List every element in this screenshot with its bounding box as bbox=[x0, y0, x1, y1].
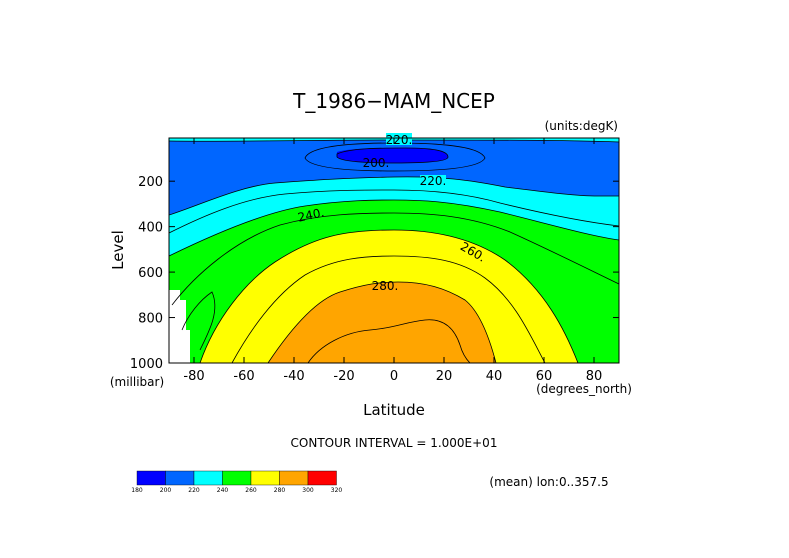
contour-230 bbox=[169, 189, 619, 234]
y-tick-label: 1000 bbox=[130, 357, 163, 372]
contour-labels: 220. 200. 220. 240. 260. 280. bbox=[296, 133, 488, 293]
contour-label: 220. bbox=[386, 133, 413, 147]
y-axis: 200 400 600 800 1000 bbox=[130, 175, 619, 372]
colorbar-swatch bbox=[250, 470, 280, 486]
contour-240-west-lobe bbox=[181, 291, 216, 351]
x-tick-label: 40 bbox=[486, 369, 503, 384]
contour-270 bbox=[231, 255, 546, 363]
x-tick-label: -40 bbox=[283, 369, 304, 384]
contour-220-mid bbox=[169, 176, 619, 216]
x-tick-label: 60 bbox=[536, 369, 553, 384]
x-tick-label: 20 bbox=[436, 369, 453, 384]
y-tick-label: 600 bbox=[138, 266, 163, 281]
colorbar-swatch bbox=[307, 470, 337, 486]
contour-label: 280. bbox=[372, 279, 399, 293]
contour-240 bbox=[169, 199, 619, 257]
contour-interval-text: CONTOUR INTERVAL = 1.000E+01 bbox=[291, 436, 498, 450]
colorbar: 180 200 220 240 260 280 300 320 bbox=[131, 470, 343, 494]
units-label: (units:degK) bbox=[545, 119, 618, 133]
x-tick-label: 80 bbox=[586, 369, 603, 384]
plot-area bbox=[169, 138, 619, 363]
x-tick-label: -80 bbox=[183, 369, 204, 384]
x-unit-label: (degrees_north) bbox=[536, 382, 632, 396]
contour-290 bbox=[307, 319, 471, 363]
x-tick-label: 0 bbox=[390, 369, 398, 384]
colorbar-label: 300 bbox=[302, 487, 314, 494]
contour-label: 240. bbox=[296, 205, 325, 224]
colorbar-label: 180 bbox=[131, 487, 143, 494]
colorbar-label: 240 bbox=[217, 487, 229, 494]
y-tick-label: 800 bbox=[138, 312, 163, 327]
contour-label: 200. bbox=[363, 156, 390, 170]
colorbar-label: 260 bbox=[245, 487, 257, 494]
x-axis-label: Latitude bbox=[363, 401, 425, 419]
y-tick-label: 200 bbox=[138, 175, 163, 190]
contour-280 bbox=[267, 281, 497, 363]
colorbar-swatch bbox=[193, 470, 223, 486]
colorbar-swatch bbox=[165, 470, 195, 486]
missing-data-region bbox=[169, 290, 190, 363]
band-280-300 bbox=[268, 282, 496, 363]
y-tick-label: 400 bbox=[138, 221, 163, 236]
colorbar-label: 320 bbox=[331, 487, 343, 494]
chart-title: T_1986−MAM_NCEP bbox=[292, 89, 495, 113]
y-axis-label: Level bbox=[109, 230, 127, 270]
contour-260 bbox=[199, 229, 579, 363]
x-tick-label: -20 bbox=[333, 369, 354, 384]
colorbar-swatch bbox=[222, 470, 252, 486]
contour-label: 220. bbox=[420, 174, 447, 188]
mean-longitude-text: (mean) lon:0..357.5 bbox=[489, 475, 608, 489]
x-tick-label: -60 bbox=[233, 369, 254, 384]
colorbar-swatch bbox=[279, 470, 309, 486]
contour-lines bbox=[169, 139, 619, 363]
y-unit-label: (millibar) bbox=[110, 375, 164, 389]
contour-250 bbox=[171, 212, 619, 306]
contour-190 bbox=[336, 147, 449, 164]
x-axis: -80 -60 -40 -20 0 20 40 60 80 bbox=[183, 138, 602, 384]
band-180-200 bbox=[337, 148, 448, 163]
contour-200-upper bbox=[304, 142, 486, 172]
colorbar-label: 220 bbox=[188, 487, 200, 494]
colorbar-label: 280 bbox=[274, 487, 286, 494]
colorbar-label: 200 bbox=[160, 487, 172, 494]
colorbar-swatch bbox=[136, 470, 166, 486]
